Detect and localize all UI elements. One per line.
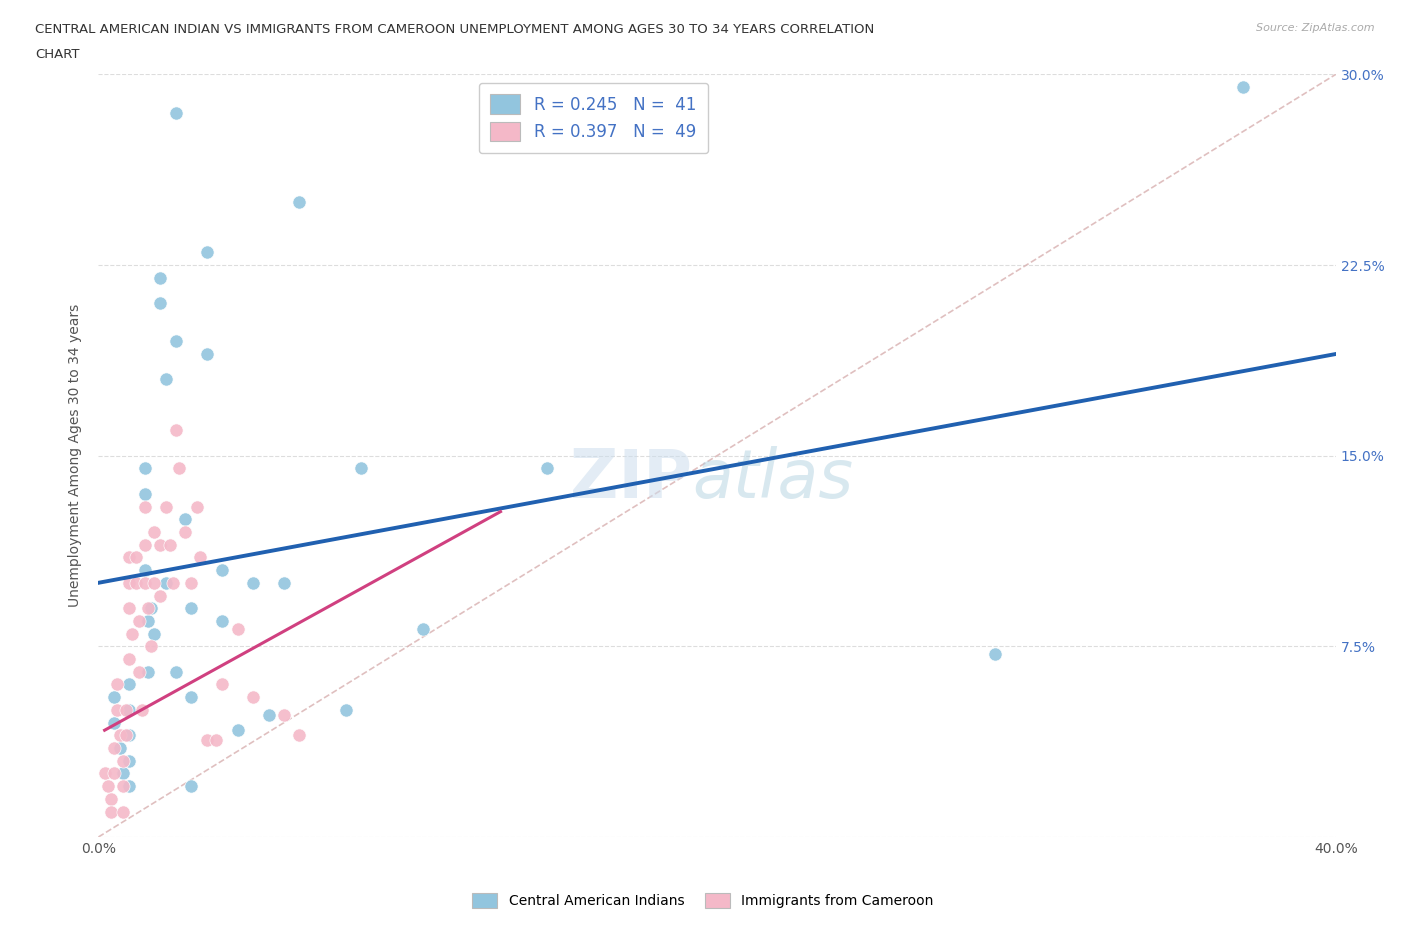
Point xyxy=(134,538,156,552)
Point xyxy=(118,576,141,591)
Point xyxy=(1232,80,1254,95)
Point xyxy=(190,550,212,565)
Legend: R = 0.245   N =  41, R = 0.397   N =  49: R = 0.245 N = 41, R = 0.397 N = 49 xyxy=(479,83,707,153)
Point xyxy=(149,296,172,311)
Y-axis label: Unemployment Among Ages 30 to 34 years: Unemployment Among Ages 30 to 34 years xyxy=(69,304,83,607)
Point xyxy=(103,766,125,781)
Point xyxy=(162,576,184,591)
Point xyxy=(139,639,162,654)
Point xyxy=(335,702,357,717)
Point xyxy=(128,614,150,629)
Point xyxy=(131,702,153,717)
Point xyxy=(118,550,141,565)
Point xyxy=(180,690,202,705)
Point xyxy=(118,728,141,743)
Point xyxy=(288,194,311,209)
Point xyxy=(134,461,156,476)
Point xyxy=(165,334,187,349)
Point xyxy=(167,461,190,476)
Point xyxy=(112,778,135,793)
Point xyxy=(112,766,135,781)
Text: Source: ZipAtlas.com: Source: ZipAtlas.com xyxy=(1257,23,1375,33)
Point xyxy=(118,601,141,616)
Text: CENTRAL AMERICAN INDIAN VS IMMIGRANTS FROM CAMEROON UNEMPLOYMENT AMONG AGES 30 T: CENTRAL AMERICAN INDIAN VS IMMIGRANTS FR… xyxy=(35,23,875,36)
Point xyxy=(136,614,159,629)
Point xyxy=(165,423,187,438)
Point xyxy=(128,664,150,679)
Point xyxy=(134,499,156,514)
Point xyxy=(211,677,233,692)
Point xyxy=(118,778,141,793)
Point xyxy=(205,733,228,748)
Point xyxy=(186,499,208,514)
Point xyxy=(124,576,146,591)
Text: CHART: CHART xyxy=(35,48,80,61)
Point xyxy=(103,690,125,705)
Point xyxy=(115,728,138,743)
Point xyxy=(118,677,141,692)
Point xyxy=(155,499,177,514)
Point xyxy=(134,486,156,501)
Point xyxy=(174,512,197,526)
Point xyxy=(211,614,233,629)
Point xyxy=(174,525,197,539)
Text: ZIP: ZIP xyxy=(571,445,692,512)
Point xyxy=(134,576,156,591)
Point xyxy=(195,347,218,362)
Point xyxy=(100,791,122,806)
Point xyxy=(195,245,218,259)
Point xyxy=(226,723,249,737)
Point xyxy=(134,563,156,578)
Point xyxy=(149,271,172,286)
Point xyxy=(118,652,141,667)
Point xyxy=(984,646,1007,661)
Point xyxy=(105,677,128,692)
Point xyxy=(112,753,135,768)
Point xyxy=(143,525,166,539)
Point xyxy=(118,702,141,717)
Point xyxy=(93,766,115,781)
Point xyxy=(257,708,280,723)
Text: atlas: atlas xyxy=(692,445,853,512)
Point xyxy=(180,576,202,591)
Point xyxy=(242,690,264,705)
Point xyxy=(105,702,128,717)
Point xyxy=(149,588,172,603)
Point xyxy=(273,576,295,591)
Point xyxy=(242,576,264,591)
Point xyxy=(139,601,162,616)
Point xyxy=(226,621,249,636)
Point xyxy=(536,461,558,476)
Point xyxy=(108,740,131,755)
Point xyxy=(180,601,202,616)
Point xyxy=(288,728,311,743)
Point xyxy=(124,550,146,565)
Point xyxy=(121,626,143,641)
Point xyxy=(273,708,295,723)
Point xyxy=(412,621,434,636)
Point xyxy=(100,804,122,819)
Point xyxy=(149,538,172,552)
Point xyxy=(118,753,141,768)
Point xyxy=(350,461,373,476)
Point xyxy=(136,664,159,679)
Legend: Central American Indians, Immigrants from Cameroon: Central American Indians, Immigrants fro… xyxy=(467,888,939,914)
Point xyxy=(115,702,138,717)
Point xyxy=(143,626,166,641)
Point xyxy=(165,664,187,679)
Point xyxy=(211,563,233,578)
Point xyxy=(195,733,218,748)
Point xyxy=(159,538,181,552)
Point xyxy=(108,728,131,743)
Point xyxy=(103,740,125,755)
Point xyxy=(165,105,187,120)
Point xyxy=(103,715,125,730)
Point xyxy=(180,778,202,793)
Point xyxy=(143,576,166,591)
Point xyxy=(136,601,159,616)
Point xyxy=(155,576,177,591)
Point xyxy=(155,372,177,387)
Point xyxy=(97,778,120,793)
Point xyxy=(112,804,135,819)
